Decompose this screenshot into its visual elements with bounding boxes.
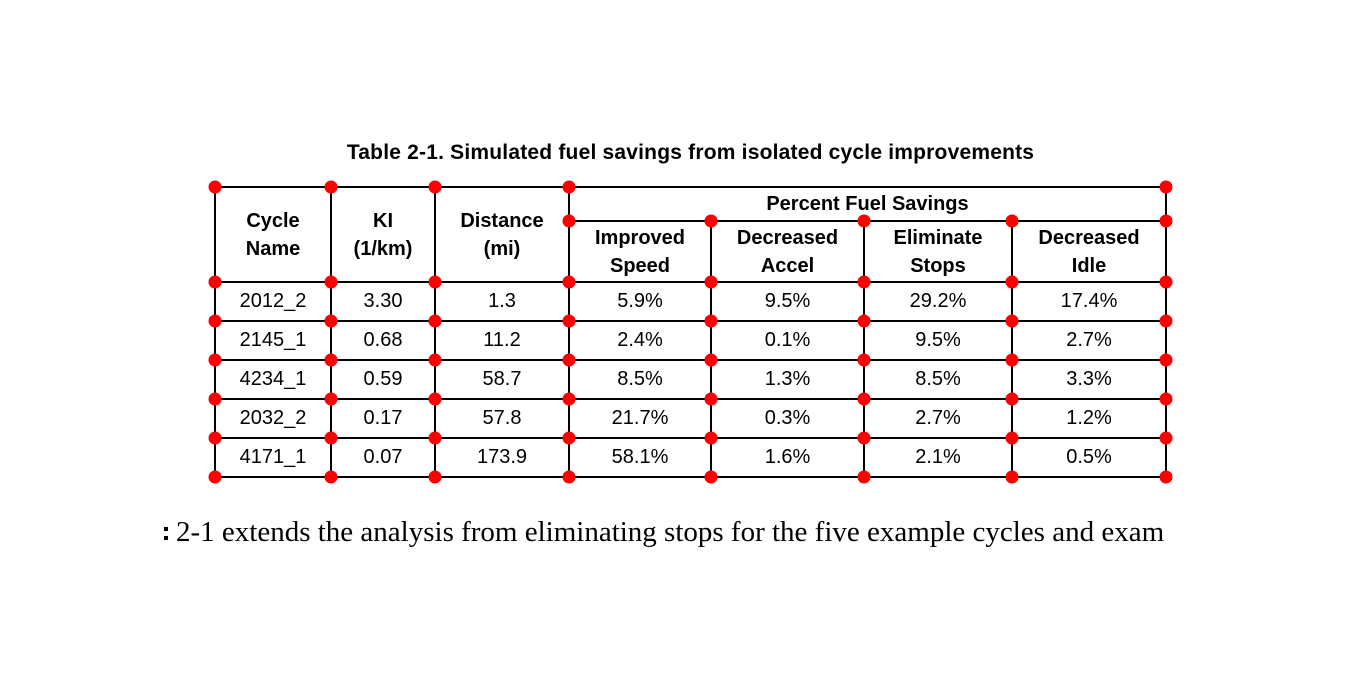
col-header-cycle-name: Cycle Name [214, 186, 332, 283]
table-row: 2012_2 3.30 1.3 5.9% 9.5% 29.2% 17.4% [214, 281, 1167, 322]
cell-value: 0.59 [330, 359, 436, 400]
cell-value: 1.6% [710, 437, 865, 478]
cell-value: 2.4% [568, 320, 712, 361]
cell-value: 0.07 [330, 437, 436, 478]
cell-value: 29.2% [863, 281, 1013, 322]
cell-value: 58.7 [434, 359, 570, 400]
body-text: 2-1 extends the analysis from eliminatin… [163, 512, 1366, 552]
col-header-percent-fuel-savings: Percent Fuel Savings [568, 186, 1167, 222]
table-row: 2032_2 0.17 57.8 21.7% 0.3% 2.7% 1.2% [214, 398, 1167, 439]
body-text-content: 2-1 extends the analysis from eliminatin… [176, 516, 1165, 548]
cell-value: 0.17 [330, 398, 436, 439]
table-row: 4234_1 0.59 58.7 8.5% 1.3% 8.5% 3.3% [214, 359, 1167, 400]
cell-value: 2.7% [863, 398, 1013, 439]
data-table: Cycle Name KI (1/km) Distance (mi) Perce… [214, 186, 1167, 478]
cell-cycle-name: 2032_2 [214, 398, 332, 439]
cell-cycle-name: 2145_1 [214, 320, 332, 361]
col-header-eliminate-stops: Eliminate Stops [863, 220, 1013, 283]
cell-value: 3.3% [1011, 359, 1167, 400]
header-row-sub: Improved Speed Decreased Accel Eliminate… [215, 220, 1167, 283]
fuel-savings-table: Cycle Name KI (1/km) Distance (mi) Perce… [208, 180, 1173, 484]
table-row: 2145_1 0.68 11.2 2.4% 0.1% 9.5% 2.7% [214, 320, 1167, 361]
cell-value: 8.5% [568, 359, 712, 400]
col-header-distance: Distance (mi) [434, 186, 570, 283]
cell-cycle-name: 2012_2 [214, 281, 332, 322]
cell-value: 9.5% [710, 281, 865, 322]
col-header-ki: KI (1/km) [330, 186, 436, 283]
table-row: 4171_1 0.07 173.9 58.1% 1.6% 2.1% 0.5% [214, 437, 1167, 478]
cell-value: 11.2 [434, 320, 570, 361]
cell-value: 0.68 [330, 320, 436, 361]
cell-value: 21.7% [568, 398, 712, 439]
cell-value: 1.3% [710, 359, 865, 400]
table-header: Cycle Name KI (1/km) Distance (mi) Perce… [214, 186, 1167, 283]
cell-value: 9.5% [863, 320, 1013, 361]
col-header-decreased-idle: Decreased Idle [1011, 220, 1167, 283]
cell-value: 2.7% [1011, 320, 1167, 361]
cell-value: 1.2% [1011, 398, 1167, 439]
cell-value: 17.4% [1011, 281, 1167, 322]
cell-cycle-name: 4234_1 [214, 359, 332, 400]
cell-value: 8.5% [863, 359, 1013, 400]
cell-value: 2.1% [863, 437, 1013, 478]
cell-value: 3.30 [330, 281, 436, 322]
col-header-decreased-accel: Decreased Accel [710, 220, 865, 283]
table-title: Table 2-1. Simulated fuel savings from i… [346, 141, 1035, 164]
cell-value: 0.5% [1011, 437, 1167, 478]
cell-value: 173.9 [434, 437, 570, 478]
cell-value: 1.3 [434, 281, 570, 322]
cell-value: 57.8 [434, 398, 570, 439]
table-body: 2012_2 3.30 1.3 5.9% 9.5% 29.2% 17.4% 2145_1 0.6… [214, 281, 1167, 478]
cell-value: 0.3% [710, 398, 865, 439]
cell-value: 0.1% [710, 320, 865, 361]
cell-value: 58.1% [568, 437, 712, 478]
cell-cycle-name: 4171_1 [214, 437, 332, 478]
cell-value: 5.9% [568, 281, 712, 322]
col-header-improved-speed: Improved Speed [568, 220, 712, 283]
header-row-top: Cycle Name KI (1/km) Distance (mi) Perce… [214, 186, 1167, 283]
